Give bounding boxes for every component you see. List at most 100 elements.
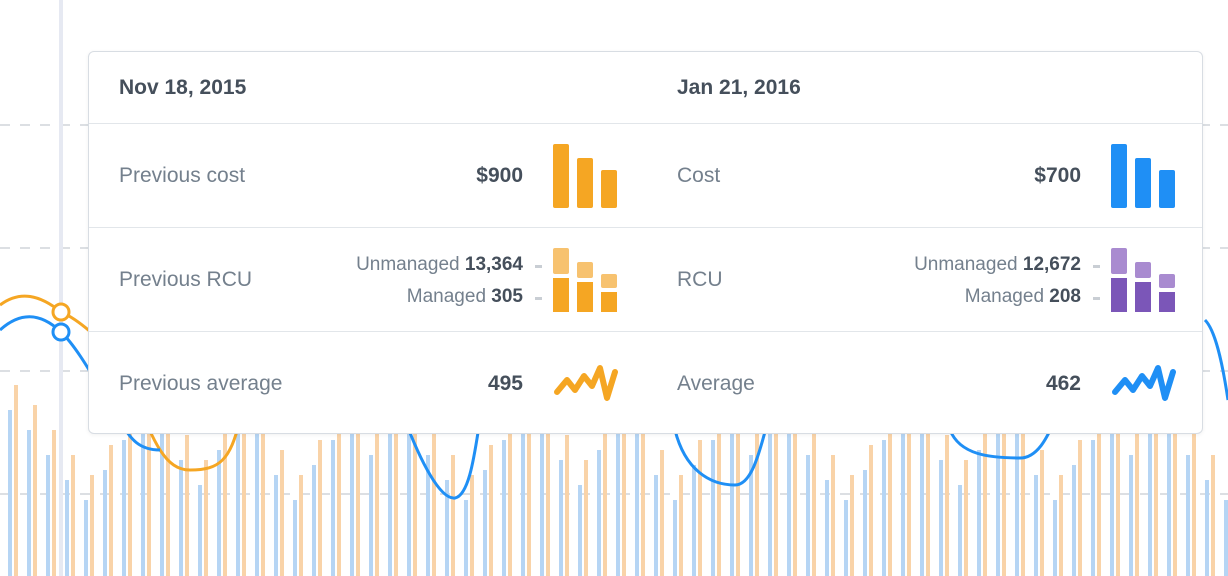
right-managed: Managed 208 xyxy=(847,286,1081,308)
left-cost-value: $900 xyxy=(476,164,523,187)
background-bar xyxy=(166,370,170,576)
background-bar xyxy=(882,440,886,576)
background-bar xyxy=(65,480,69,576)
unmanaged-value: 13,364 xyxy=(464,254,523,275)
background-bar xyxy=(356,390,360,576)
background-bar xyxy=(255,405,259,576)
background-bar xyxy=(1186,455,1190,576)
background-bar xyxy=(261,380,265,576)
background-bar xyxy=(147,395,151,576)
background-bar xyxy=(787,430,791,576)
background-bar xyxy=(1148,410,1152,576)
background-bar xyxy=(546,370,550,576)
background-bar xyxy=(337,415,341,576)
background-bar xyxy=(179,460,183,576)
unmanaged-label: Unmanaged xyxy=(914,254,1018,275)
background-bar xyxy=(774,385,778,576)
right-date: Jan 21, 2016 xyxy=(677,76,801,99)
background-bar xyxy=(407,430,411,576)
background-bar xyxy=(736,390,740,576)
background-bar xyxy=(299,475,303,576)
background-bar xyxy=(635,405,639,576)
background-bar xyxy=(1135,430,1139,576)
background-bar xyxy=(84,500,88,576)
background-bar xyxy=(825,480,829,576)
background-bar xyxy=(920,395,924,576)
background-bar xyxy=(204,460,208,576)
background-bar xyxy=(977,450,981,576)
background-bar xyxy=(793,405,797,576)
background-bar xyxy=(527,395,531,576)
background-bar xyxy=(1167,430,1171,576)
background-bar xyxy=(350,415,354,576)
managed-value: 305 xyxy=(491,286,523,307)
background-bar xyxy=(1224,500,1228,576)
background-bar xyxy=(1078,440,1082,576)
background-bar xyxy=(198,485,202,576)
rcu-row: Previous RCU Unmanaged 13,364 Managed 30… xyxy=(89,228,1202,332)
sparkline-icon xyxy=(1112,365,1176,401)
background-bar xyxy=(1110,415,1114,576)
background-bar xyxy=(185,435,189,576)
bar-chart-icon xyxy=(1111,144,1175,208)
background-bar xyxy=(888,415,892,576)
background-bar xyxy=(122,440,126,576)
background-bar xyxy=(489,445,493,576)
previous-hover-marker xyxy=(51,302,71,322)
background-bar xyxy=(540,395,544,576)
background-bar xyxy=(160,395,164,576)
right-cost-value: $700 xyxy=(1034,164,1081,187)
background-bar xyxy=(641,380,645,576)
background-bar xyxy=(375,430,379,576)
background-bar xyxy=(128,415,132,576)
background-bar xyxy=(1072,465,1076,576)
background-bar xyxy=(1034,475,1038,576)
background-bar xyxy=(660,450,664,576)
background-bar xyxy=(755,430,759,576)
managed-label: Managed xyxy=(964,286,1045,307)
background-bar xyxy=(869,445,873,576)
background-bar xyxy=(318,440,322,576)
background-bar xyxy=(698,440,702,576)
background-bar xyxy=(730,415,734,576)
background-bar xyxy=(654,475,658,576)
background-bar xyxy=(274,475,278,576)
background-bar xyxy=(141,420,145,576)
background-bar xyxy=(109,445,113,576)
background-bar xyxy=(597,450,601,576)
background-bar xyxy=(584,460,588,576)
background-bar xyxy=(850,475,854,576)
background-bar xyxy=(1154,385,1158,576)
background-bar xyxy=(236,430,240,576)
background-bar xyxy=(1129,455,1133,576)
stacked-bar-chart-icon xyxy=(553,248,617,312)
right-rcu-label: RCU xyxy=(677,268,723,291)
background-bar xyxy=(1211,455,1215,576)
background-bar xyxy=(1173,405,1177,576)
legend-dash xyxy=(1093,265,1100,268)
right-cost-label: Cost xyxy=(677,164,721,187)
background-bar xyxy=(242,405,246,576)
background-bar xyxy=(578,485,582,576)
background-bar xyxy=(1116,390,1120,576)
background-bar xyxy=(945,435,949,576)
left-unmanaged: Unmanaged 13,364 xyxy=(289,254,523,276)
legend-dash xyxy=(1093,297,1100,300)
background-bar xyxy=(679,475,683,576)
background-bar xyxy=(388,410,392,576)
background-bar xyxy=(1192,430,1196,576)
background-bar xyxy=(27,430,31,576)
background-bar xyxy=(559,460,563,576)
background-bar xyxy=(331,440,335,576)
left-average-value: 495 xyxy=(487,372,523,395)
background-bar xyxy=(103,470,107,576)
background-bar xyxy=(1015,405,1019,576)
background-bar xyxy=(1091,440,1095,576)
left-managed: Managed 305 xyxy=(289,286,523,308)
current-series-line xyxy=(0,315,1228,500)
background-bars xyxy=(8,370,1228,576)
background-bar xyxy=(565,435,569,576)
background-bar xyxy=(863,470,867,576)
background-bar xyxy=(711,440,715,576)
